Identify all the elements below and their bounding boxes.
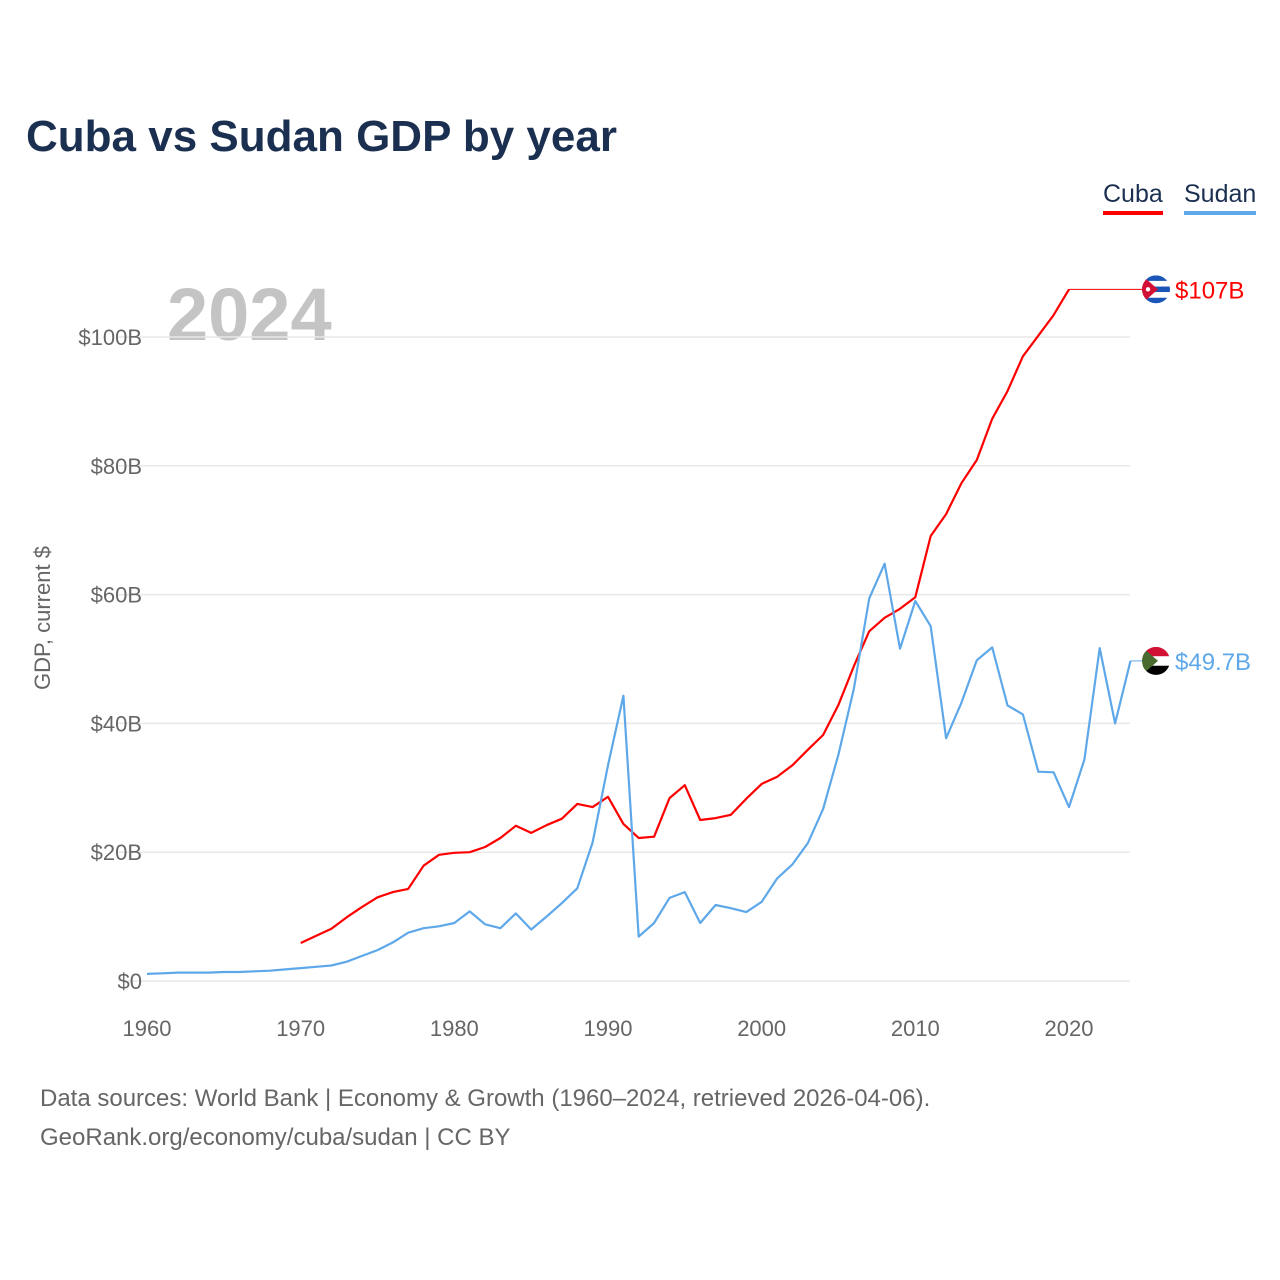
legend-item-cuba[interactable]: Cuba (1103, 180, 1163, 215)
end-value-label: $107B (1175, 277, 1244, 304)
cuba-flag-icon (1142, 275, 1170, 304)
flag-body (1142, 275, 1170, 304)
flag-stripe (1142, 297, 1170, 304)
year-watermark: 2024 (167, 273, 332, 356)
series-line-cuba (300, 288, 1070, 944)
y-tick-label: $40B (91, 711, 142, 736)
flag-star (1145, 287, 1151, 292)
legend-item-sudan[interactable]: Sudan (1184, 180, 1257, 215)
x-tick-label: 2010 (891, 1016, 940, 1041)
sudan-flag-icon (1142, 646, 1170, 675)
x-tick-label: 1960 (123, 1016, 172, 1041)
y-axis-label: GDP, current $ (30, 546, 55, 690)
flag-stripe (1142, 275, 1170, 281)
flag-triangle (1142, 646, 1158, 675)
flag-stripe (1142, 665, 1170, 675)
x-tick-label: 1980 (430, 1016, 479, 1041)
source-link[interactable]: GeoRank.org/economy/cuba/sudan | CC BY (40, 1124, 511, 1151)
y-tick-label: $80B (91, 454, 142, 479)
source-note: Data sources: World Bank | Economy & Gro… (40, 1085, 931, 1112)
y-tick-label: $20B (91, 840, 142, 865)
flag-stripe (1142, 292, 1170, 298)
y-tick-label: $0 (118, 969, 142, 994)
flag-body (1142, 646, 1170, 675)
flag-stripe (1142, 646, 1170, 657)
x-tick-label: 1970 (276, 1016, 325, 1041)
x-tick-label: 1990 (584, 1016, 633, 1041)
y-tick-label: $60B (91, 583, 142, 608)
series-line-sudan (146, 562, 1132, 975)
x-tick-label: 2000 (737, 1016, 786, 1041)
end-value-label: $49.7B (1175, 649, 1251, 676)
x-tick-label: 2020 (1045, 1016, 1094, 1041)
flag-stripe (1142, 280, 1170, 287)
chart-title: Cuba vs Sudan GDP by year (26, 112, 617, 161)
y-tick-label: $100B (78, 325, 142, 350)
